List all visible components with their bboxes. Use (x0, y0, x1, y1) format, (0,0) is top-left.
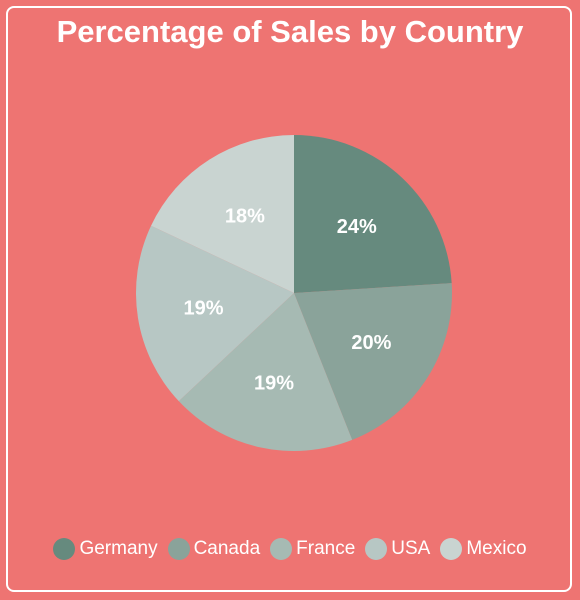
legend-label: Mexico (466, 538, 527, 559)
legend-label: USA (391, 538, 431, 559)
chart-frame (6, 6, 572, 592)
data-label-canada: 20% (351, 332, 391, 354)
legend-swatch (167, 538, 190, 560)
pie-slice-france (178, 293, 353, 452)
data-label-france: 19% (254, 372, 294, 394)
legend-item-mexico: Mexico (440, 538, 527, 560)
legend: Germany Canada France USA Mexico (0, 538, 580, 560)
legend-swatch (270, 538, 293, 560)
pie-slice-usa (136, 225, 294, 402)
legend-item-germany: Germany (53, 538, 158, 560)
pie-slice-germany (294, 135, 452, 293)
data-label-mexico: 18% (225, 206, 265, 228)
legend-item-canada: Canada (167, 538, 261, 560)
legend-label: Canada (193, 538, 261, 559)
pie-slice-canada (294, 283, 452, 440)
pie-slice-mexico (151, 135, 294, 293)
legend-item-usa: USA (365, 538, 430, 560)
legend-swatch (440, 538, 463, 560)
legend-label: France (296, 538, 356, 559)
legend-label: Germany (79, 538, 158, 559)
legend-item-france: France (270, 538, 355, 560)
data-label-usa: 19% (183, 297, 223, 319)
legend-swatch (365, 538, 388, 560)
data-label-germany: 24% (337, 216, 377, 238)
chart-title: Percentage of Sales by Country (56, 14, 524, 49)
legend-swatch (53, 538, 76, 560)
